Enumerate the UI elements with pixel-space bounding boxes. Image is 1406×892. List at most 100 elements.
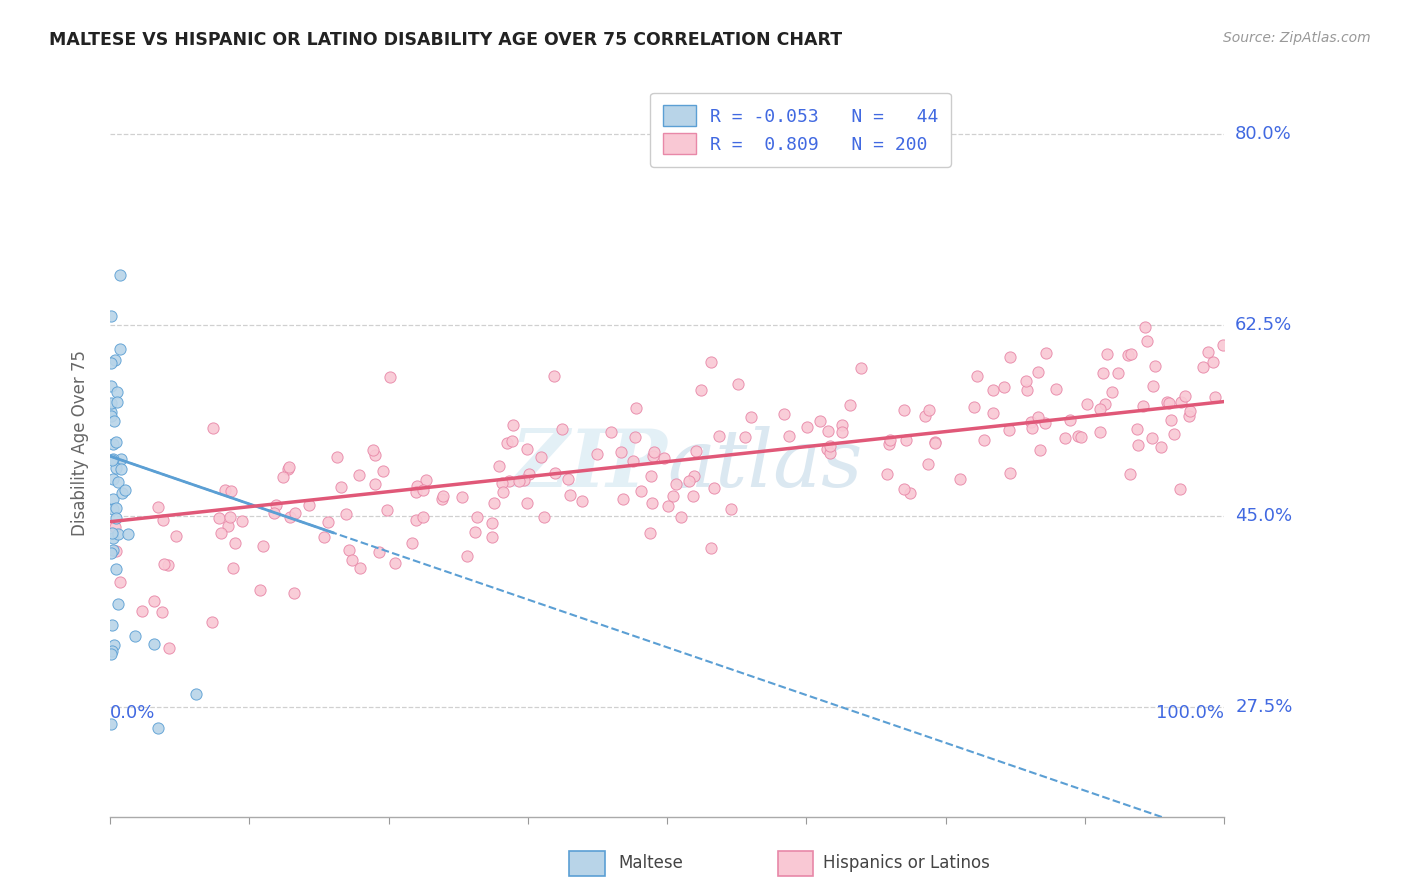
Point <box>924 434 946 449</box>
Point <box>405 512 427 526</box>
Text: atlas: atlas <box>666 426 862 504</box>
Point <box>966 369 988 384</box>
Point <box>108 342 131 356</box>
Point <box>481 516 503 530</box>
Point <box>103 352 125 367</box>
Point <box>101 618 124 632</box>
Text: 27.5%: 27.5% <box>1236 698 1292 716</box>
Point <box>375 502 398 516</box>
Point <box>142 594 165 608</box>
Point <box>734 430 756 444</box>
Point <box>1202 355 1225 369</box>
Point <box>703 481 725 495</box>
Point <box>231 514 253 528</box>
Point <box>368 545 391 559</box>
Point <box>430 491 453 506</box>
Point <box>669 509 692 524</box>
Point <box>623 430 645 444</box>
Point <box>221 560 243 574</box>
Point <box>184 687 207 701</box>
Point <box>298 498 321 512</box>
Point <box>621 453 644 467</box>
Point <box>682 489 704 503</box>
Point <box>326 450 349 464</box>
Point <box>558 487 581 501</box>
Point <box>465 510 488 524</box>
Point <box>1174 389 1197 403</box>
Point <box>657 499 679 513</box>
Point <box>1094 397 1116 411</box>
Point <box>998 350 1021 364</box>
Point <box>364 477 387 491</box>
Point <box>1180 404 1202 418</box>
Point <box>516 442 538 456</box>
Point <box>550 422 572 436</box>
Point <box>1126 438 1149 452</box>
Point <box>993 380 1015 394</box>
Point <box>432 489 454 503</box>
Point <box>685 444 707 458</box>
Point <box>364 448 387 462</box>
Text: 80.0%: 80.0% <box>1236 125 1292 143</box>
Point <box>208 511 231 525</box>
Point <box>1067 428 1090 442</box>
Point <box>678 474 700 488</box>
Point <box>665 477 688 491</box>
Point <box>638 526 661 541</box>
Point <box>778 429 800 443</box>
Point <box>412 509 434 524</box>
Point <box>652 451 675 466</box>
Point <box>100 546 122 560</box>
Point <box>329 480 352 494</box>
Point <box>105 434 128 449</box>
Point <box>727 377 749 392</box>
Point <box>146 722 169 736</box>
Point <box>143 637 166 651</box>
Point <box>1026 365 1049 379</box>
Point <box>831 425 853 439</box>
Point <box>508 474 530 488</box>
Point <box>451 490 474 504</box>
Point <box>284 506 307 520</box>
Point <box>316 515 339 529</box>
Point <box>110 462 132 476</box>
Point <box>893 403 915 417</box>
Point <box>412 483 434 498</box>
Point <box>349 560 371 574</box>
Point <box>1163 427 1185 442</box>
Point <box>103 472 125 486</box>
Point <box>1097 347 1119 361</box>
Point <box>1133 320 1156 334</box>
Point <box>818 440 841 454</box>
Point <box>266 499 288 513</box>
Point <box>340 552 363 566</box>
Text: Hispanics or Latinos: Hispanics or Latinos <box>823 854 990 871</box>
Point <box>103 414 125 428</box>
Point <box>101 644 124 658</box>
Text: ZIP: ZIP <box>510 426 666 504</box>
Point <box>600 425 623 440</box>
Point <box>1021 421 1043 435</box>
Point <box>1157 396 1180 410</box>
Point <box>380 369 402 384</box>
Point <box>501 434 523 449</box>
Point <box>105 384 128 399</box>
Point <box>643 449 665 463</box>
Point <box>1015 383 1038 397</box>
Point <box>849 360 872 375</box>
Text: Maltese: Maltese <box>619 854 683 871</box>
Point <box>817 424 839 438</box>
Point <box>1107 366 1129 380</box>
Point <box>271 469 294 483</box>
Text: Source: ZipAtlas.com: Source: ZipAtlas.com <box>1223 31 1371 45</box>
Point <box>101 437 124 451</box>
Point <box>249 582 271 597</box>
Point <box>277 462 299 476</box>
Point <box>217 518 239 533</box>
Point <box>201 615 224 630</box>
Point <box>224 536 246 550</box>
Point <box>1090 425 1112 440</box>
Point <box>1144 359 1167 373</box>
Point <box>491 476 513 491</box>
Point <box>1045 382 1067 396</box>
